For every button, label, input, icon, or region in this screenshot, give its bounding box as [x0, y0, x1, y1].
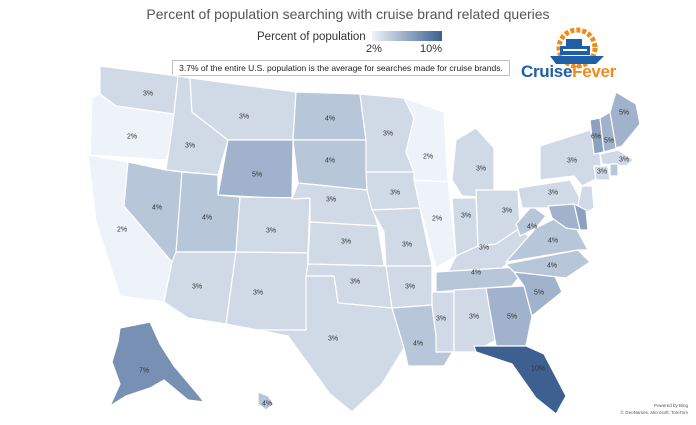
- state-maine: [609, 91, 641, 149]
- state-label-south-carolina: 5%: [534, 290, 544, 297]
- state-label-louisiana: 4%: [413, 341, 423, 348]
- state-label-vermont: 6%: [591, 134, 601, 141]
- state-label-south-dakota: 4%: [325, 158, 335, 165]
- state-label-nebraska: 3%: [326, 197, 336, 204]
- state-label-florida: 10%: [531, 366, 545, 373]
- state-label-michigan: 3%: [476, 166, 486, 173]
- state-hawaii: [257, 391, 275, 411]
- state-label-ohio: 3%: [502, 208, 512, 215]
- state-rhode-island: [609, 163, 619, 177]
- state-west-virginia: [515, 205, 547, 237]
- state-label-new-hampshire: 5%: [604, 138, 614, 145]
- state-label-illinois: 2%: [432, 216, 442, 223]
- average-note: 3.7% of the entire U.S. population is th…: [172, 60, 510, 76]
- state-label-montana: 3%: [239, 114, 249, 121]
- state-massachusetts: [599, 149, 635, 167]
- state-label-north-carolina: 4%: [547, 263, 557, 270]
- state-label-georgia: 5%: [507, 314, 517, 321]
- state-label-kansas: 3%: [341, 239, 351, 246]
- state-label-wisconsin: 2%: [423, 154, 433, 161]
- state-label-missouri: 3%: [402, 242, 412, 249]
- state-label-connecticut: 3%: [597, 169, 607, 176]
- state-connecticut: [593, 165, 611, 181]
- legend-title: Percent of population: [257, 31, 366, 43]
- cruisefever-logo-icon: [550, 27, 604, 69]
- state-new-hampshire: [599, 111, 619, 153]
- state-michigan: [451, 127, 495, 199]
- state-illinois: [413, 179, 457, 269]
- state-label-iowa: 3%: [390, 190, 400, 197]
- legend-min-label: 2%: [366, 43, 382, 55]
- state-label-nevada: 4%: [152, 205, 162, 212]
- state-alaska: [109, 321, 205, 407]
- state-label-hawaii: 4%: [262, 401, 272, 408]
- state-label-california: 2%: [117, 227, 127, 234]
- state-label-alaska: 7%: [139, 368, 149, 375]
- state-label-west-virginia: 4%: [527, 224, 537, 231]
- state-label-washington: 3%: [143, 91, 153, 98]
- state-label-minnesota: 3%: [383, 131, 393, 138]
- state-south-dakota: [292, 139, 368, 191]
- state-texas: [257, 275, 405, 413]
- state-label-tennessee: 4%: [471, 270, 481, 277]
- state-colorado: [235, 196, 311, 254]
- state-label-oregon: 2%: [127, 134, 137, 141]
- state-georgia: [485, 285, 533, 347]
- state-label-idaho: 3%: [185, 143, 195, 150]
- state-label-new-mexico: 3%: [253, 290, 263, 297]
- state-label-texas: 3%: [328, 336, 338, 343]
- powered-by-text: Powered by Bing: [653, 403, 688, 408]
- state-label-north-dakota: 4%: [325, 116, 335, 123]
- state-label-colorado: 3%: [266, 228, 276, 235]
- legend-color-bar: [372, 31, 442, 41]
- state-label-maine: 5%: [619, 110, 629, 117]
- state-label-utah: 4%: [202, 215, 212, 222]
- map-title: Percent of population searching with cru…: [146, 6, 550, 22]
- state-maryland: [547, 203, 581, 231]
- state-label-arkansas: 3%: [405, 284, 415, 291]
- state-new-jersey: [577, 185, 595, 215]
- state-wisconsin: [403, 97, 449, 183]
- state-label-wyoming: 5%: [252, 172, 262, 179]
- state-label-new-york: 3%: [567, 158, 577, 165]
- state-label-alabama: 3%: [469, 314, 479, 321]
- state-label-pennsylvania: 3%: [548, 190, 558, 197]
- state-label-arizona: 3%: [192, 284, 202, 291]
- state-label-indiana: 3%: [461, 213, 471, 220]
- state-wyoming: [217, 139, 294, 200]
- state-label-virginia: 4%: [548, 238, 558, 245]
- cruisefever-logo-text: CruiseFever: [521, 62, 616, 81]
- state-new-mexico: [225, 251, 309, 331]
- map-credits-text: © GeoNames, Microsoft, TomTom: [620, 410, 689, 415]
- state-label-oklahoma: 3%: [350, 279, 360, 286]
- legend-max-label: 10%: [420, 43, 443, 55]
- state-florida: [473, 345, 567, 415]
- state-label-kentucky: 3%: [479, 245, 489, 252]
- state-label-mississippi: 3%: [436, 316, 446, 323]
- state-label-massachusetts: 3%: [619, 157, 629, 164]
